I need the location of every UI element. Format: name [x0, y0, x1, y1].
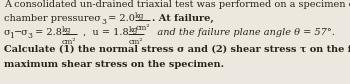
- Text: σ: σ: [4, 28, 10, 37]
- Text: cm²: cm²: [135, 24, 150, 32]
- Text: ,  u = 1.8: , u = 1.8: [80, 28, 129, 37]
- Text: 3: 3: [101, 17, 106, 26]
- Text: 3: 3: [28, 32, 33, 39]
- Text: chamber pressureσ: chamber pressureσ: [4, 14, 101, 23]
- Text: = 2.0: = 2.0: [105, 14, 135, 23]
- Text: Calculate (1) the normal stress σ and (2) shear stress τ on the failure surface : Calculate (1) the normal stress σ and (2…: [4, 45, 350, 54]
- Text: kg: kg: [135, 12, 145, 19]
- Text: 1: 1: [10, 32, 14, 39]
- Text: cm²: cm²: [129, 37, 143, 46]
- Text: = 2.8: = 2.8: [32, 28, 62, 37]
- Text: kg: kg: [129, 26, 138, 34]
- Text: . At failure,: . At failure,: [152, 14, 214, 23]
- Text: kg: kg: [62, 26, 71, 34]
- Text: maximum shear stress on the specimen.: maximum shear stress on the specimen.: [4, 60, 224, 69]
- Text: cm²: cm²: [62, 37, 77, 46]
- Text: A consolidated un-drained triaxial test was performed on a specimen of saturated: A consolidated un-drained triaxial test …: [4, 0, 350, 9]
- Text: −σ: −σ: [14, 28, 29, 37]
- Text: and the failure plane angle θ = 57°.: and the failure plane angle θ = 57°.: [147, 28, 334, 37]
